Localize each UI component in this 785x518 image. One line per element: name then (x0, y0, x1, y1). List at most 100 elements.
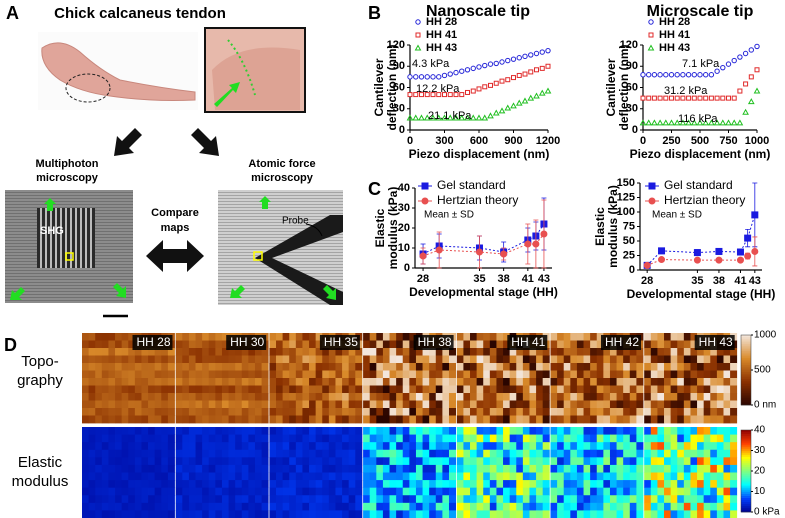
map-cell (542, 472, 550, 481)
map-cell (235, 442, 243, 451)
map-cell (629, 472, 637, 481)
map-cell (644, 427, 652, 435)
map-cell (603, 408, 611, 416)
map-cell (690, 393, 698, 401)
map-cell (82, 400, 90, 409)
map-cell (422, 415, 430, 424)
map-cell (195, 464, 203, 473)
map-cell (616, 378, 624, 386)
map-cell (348, 502, 356, 511)
stage-label-bg (413, 335, 454, 350)
map-cell (108, 472, 116, 481)
map-cell (629, 370, 637, 379)
y-tick-label: 120 (620, 39, 638, 51)
colorbar-cell (741, 345, 751, 348)
map-cell (241, 464, 249, 473)
map-cell (161, 510, 169, 518)
map-cell (369, 333, 377, 341)
map-cell (476, 355, 484, 364)
map-cell (529, 370, 537, 379)
map-cell (496, 348, 504, 356)
map-cell (596, 400, 604, 409)
marker (476, 86, 482, 92)
map-cell (276, 355, 284, 364)
map-cell (289, 400, 297, 409)
map-cell (101, 408, 109, 416)
image-label: Atomic force (248, 158, 315, 170)
map-cell (134, 378, 142, 386)
map-cell (463, 449, 471, 458)
marker (674, 95, 680, 101)
marker (720, 64, 726, 71)
map-cell (570, 415, 578, 424)
map-cell (101, 393, 109, 401)
map-cell (108, 333, 116, 341)
map-cell (148, 449, 156, 458)
map-cell (470, 385, 478, 394)
map-cell (289, 378, 297, 386)
map-cell (435, 408, 443, 416)
map-cell (309, 457, 317, 466)
row-label: modulus (12, 473, 69, 490)
map-cell (442, 480, 450, 489)
map-cell (221, 495, 229, 504)
marker (703, 72, 709, 78)
colorbar-cell (741, 432, 751, 435)
map-cell (522, 393, 530, 401)
map-cell (409, 340, 417, 349)
map-cell (141, 355, 149, 364)
marker (720, 95, 726, 101)
map-cell (583, 442, 591, 451)
map-cell (536, 480, 544, 489)
map-cell (295, 480, 303, 489)
map-cell (703, 457, 711, 466)
map-cell (369, 502, 377, 511)
map-cell (483, 427, 491, 435)
map-cell (550, 510, 558, 518)
map-cell (322, 378, 330, 386)
map-cell (616, 415, 624, 424)
map-cell (570, 487, 578, 496)
legend-marker (647, 44, 655, 51)
map-cell (503, 333, 511, 341)
map-cell (121, 442, 129, 451)
map-cell (570, 464, 578, 473)
map-cell (348, 370, 356, 379)
map-cell (302, 427, 310, 435)
marker (441, 72, 448, 79)
map-cell (703, 449, 711, 458)
map-cell (188, 480, 196, 489)
map-cell (154, 427, 162, 435)
black-arrow (114, 128, 142, 156)
map-cell (623, 408, 631, 416)
map-cell (121, 502, 129, 511)
map-cell (396, 510, 404, 518)
map-cell (148, 434, 156, 443)
map-cell (435, 434, 443, 443)
map-cell (629, 495, 637, 504)
map-cell (121, 393, 129, 401)
map-cell (489, 472, 497, 481)
map-cell (583, 427, 591, 435)
map-cell (710, 427, 718, 435)
map-cell (154, 393, 162, 401)
map-cell (657, 363, 665, 371)
map-cell (476, 502, 484, 511)
map-cell (422, 510, 430, 518)
marker (430, 74, 436, 80)
map-cell (309, 449, 317, 458)
map-cell (697, 393, 705, 401)
map-cell (442, 370, 450, 379)
marker (639, 119, 647, 126)
map-cell (95, 385, 103, 394)
map-cell (269, 510, 277, 518)
map-cell (470, 400, 478, 409)
map-cell (576, 427, 584, 435)
map-cell (355, 434, 363, 443)
map-cell (644, 415, 652, 424)
map-cell (369, 487, 377, 496)
stage-label-bg (694, 335, 735, 350)
map-cell (195, 487, 203, 496)
map-cell (636, 502, 644, 511)
map-cell (208, 415, 216, 424)
